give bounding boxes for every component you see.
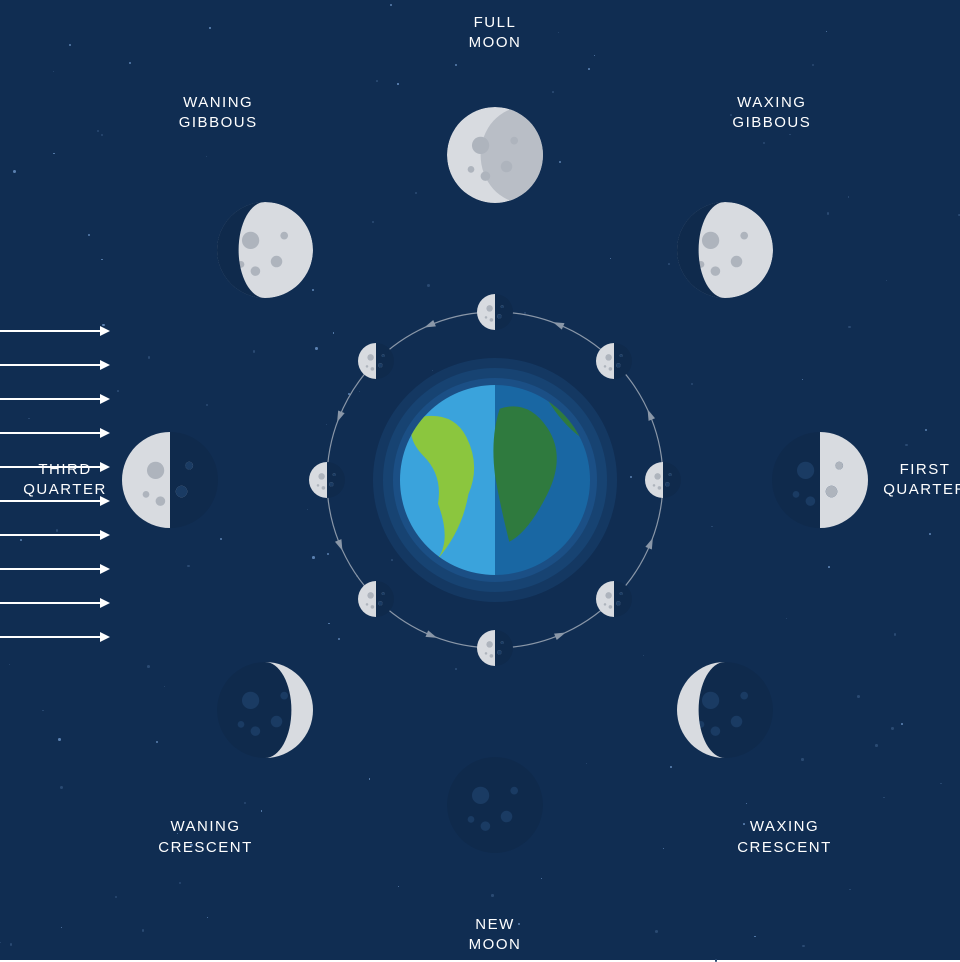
moon-phase-icon (677, 662, 773, 758)
phase-label: WAXING GIBBOUS (732, 92, 811, 133)
moon-phase-icon (217, 662, 313, 758)
sunlight-arrow (0, 364, 100, 366)
phase-label: WANING CRESCENT (158, 817, 253, 858)
phase-label: WAXING CRESCENT (737, 817, 832, 858)
inner-moon-icon (596, 581, 632, 617)
sunlight-arrow (0, 636, 100, 638)
moon-phase-icon (122, 432, 218, 528)
phase-label: FIRST QUARTER (883, 460, 960, 501)
inner-moon-icon (596, 343, 632, 379)
sunlight-arrow (0, 398, 100, 400)
inner-moon-icon (309, 462, 345, 498)
phase-label: WANING GIBBOUS (179, 92, 258, 133)
inner-moon-icon (358, 343, 394, 379)
sunlight-arrow (0, 602, 100, 604)
inner-moon-icon (645, 462, 681, 498)
earth-icon (400, 385, 590, 575)
sunlight-arrow (0, 500, 100, 502)
moon-phases-diagram: THIRD QUARTER WANING GIBBOUS FULL MOON WAXI… (0, 0, 960, 960)
inner-moon-icon (477, 630, 513, 666)
moon-phase-icon (217, 202, 313, 298)
moon-phase-icon (772, 432, 868, 528)
phase-label: FULL MOON (469, 13, 522, 54)
sunlight-arrow (0, 330, 100, 332)
phase-label: THIRD QUARTER (23, 460, 107, 501)
moon-phase-icon (447, 107, 543, 203)
moon-phase-icon (447, 757, 543, 853)
sunlight-arrow (0, 534, 100, 536)
moon-phase-icon (677, 202, 773, 298)
inner-moon-icon (477, 294, 513, 330)
sunlight-arrow (0, 432, 100, 434)
phase-label: NEW MOON (469, 915, 522, 956)
sunlight-arrow (0, 568, 100, 570)
inner-moon-icon (358, 581, 394, 617)
